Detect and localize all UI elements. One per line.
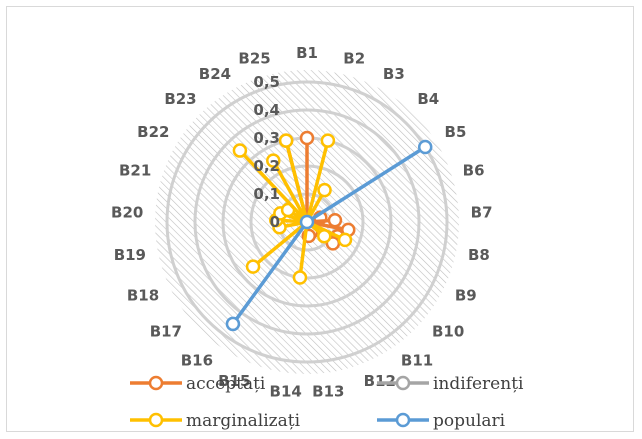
point-b23 [232, 143, 248, 158]
point-b17 [245, 259, 261, 274]
chart-frame: 0 0,1 0,2 0,3 0,4 0,5 B1 B2 B3 B4 B5 B6 B7 B8 B9 B10 B1… [6, 6, 634, 432]
series-layer [225, 130, 433, 332]
spoke-b25 [284, 138, 309, 224]
legend-entry-marginalizati: marginalizați [130, 411, 301, 431]
category-label-b14: B14 [270, 383, 302, 401]
spoke-b24 [271, 158, 309, 224]
radial-tick-label: 0 [270, 213, 280, 231]
legend-label: populari [433, 411, 506, 431]
radial-tick-label: 0,2 [253, 157, 280, 175]
radial-ticks: 0 0,1 0,2 0,3 0,4 0,5 [253, 73, 280, 231]
point-b14 [292, 270, 308, 285]
point-b16 [225, 316, 241, 332]
radial-tick-label: 0,4 [253, 101, 280, 119]
category-label-b6: B6 [463, 161, 485, 179]
point-b24 [266, 153, 281, 168]
spoke-b23 [238, 148, 309, 224]
center-point [299, 214, 315, 230]
category-label-b19: B19 [114, 246, 146, 264]
category-labels: B1 B2 B3 B4 B5 B6 B7 B8 B9 B10 B11 B12 B13 B14 B15 B16 B… [111, 44, 493, 401]
category-label-b13: B13 [312, 383, 344, 401]
category-label-b23: B23 [164, 90, 196, 108]
point-b2 [320, 133, 336, 148]
radial-tick-label: 0,3 [253, 129, 280, 147]
legend-label: indiferenți [433, 374, 524, 394]
spoke-b16 [231, 220, 309, 326]
legend-entry-indiferenti: indiferenți [377, 374, 524, 394]
spoke-b5 [305, 145, 427, 224]
point-b9 [337, 232, 353, 248]
category-label-b17: B17 [150, 322, 182, 340]
category-label-b24: B24 [199, 65, 231, 83]
category-label-b2: B2 [343, 49, 365, 67]
category-label-b16: B16 [181, 352, 213, 370]
category-label-b21: B21 [119, 161, 151, 179]
legend-entry-populari: populari [377, 411, 506, 431]
category-label-b12: B12 [364, 372, 396, 390]
category-label-b18: B18 [127, 286, 159, 304]
category-label-b15: B15 [218, 372, 250, 390]
spoke-b2 [305, 138, 330, 224]
category-label-b8: B8 [468, 246, 490, 264]
category-label-b22: B22 [137, 123, 169, 141]
radial-tick-label: 0,1 [253, 185, 280, 203]
point-b25 [278, 133, 294, 148]
gridline-circle [193, 108, 421, 336]
spoke-b14 [298, 220, 309, 280]
radar-chart: 00,10,20,30,40,5 B1 B2B3B4B5B6B7B8B9B10B1… [111, 44, 524, 431]
category-label-b7: B7 [471, 203, 493, 221]
category-label-b9: B9 [455, 286, 477, 304]
legend: acceptați indiferenți marginalizați popular… [130, 374, 524, 431]
legend-marker [395, 375, 411, 391]
legend-marker [148, 412, 164, 428]
series-populari [225, 139, 433, 332]
point-b7 [327, 212, 343, 228]
legend-entry-acceptati: acceptați [130, 374, 266, 394]
category-label-b5: B5 [445, 123, 467, 141]
spoke-b17 [251, 220, 309, 269]
legend-label: marginalizați [186, 411, 301, 431]
category-label-b3: B3 [383, 65, 405, 83]
category-label-b1: B1 [296, 44, 318, 62]
category-label-b4: B4 [417, 90, 439, 108]
series-marginalizati [232, 133, 353, 285]
point-b5 [417, 139, 433, 155]
point-b1 [299, 130, 315, 146]
point-b10 [317, 229, 332, 244]
legend-marker [148, 375, 164, 391]
point-b3 [317, 182, 332, 198]
category-label-b20: B20 [111, 203, 143, 221]
category-label-b25: B25 [238, 49, 270, 67]
category-label-b11: B11 [401, 352, 433, 370]
legend-marker [395, 412, 411, 428]
category-label-b10: B10 [432, 322, 464, 340]
radial-tick-label: 0,5 [253, 73, 280, 91]
gridline-circle [165, 80, 449, 364]
legend-label: acceptați [186, 374, 266, 394]
